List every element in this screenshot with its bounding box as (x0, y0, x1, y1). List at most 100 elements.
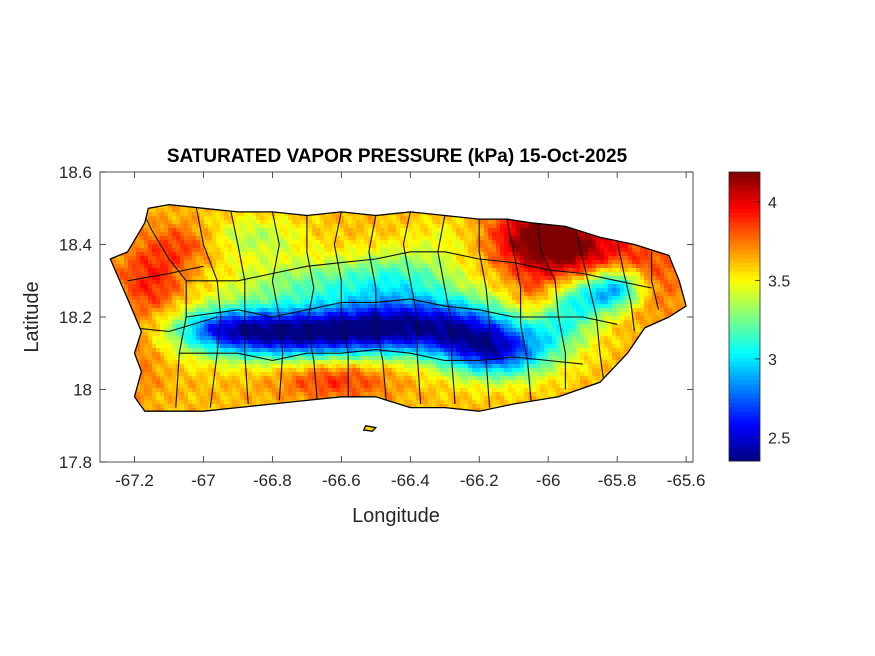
heatmap-cell (316, 276, 321, 281)
heatmap-cell (168, 264, 173, 269)
heatmap-cell (288, 252, 293, 257)
heatmap-cell (368, 236, 373, 241)
heatmap-cell (276, 228, 281, 233)
heatmap-cell (168, 320, 173, 325)
heatmap-cell (268, 396, 273, 401)
heatmap-cell (228, 240, 233, 245)
heatmap-cell (140, 360, 145, 365)
heatmap-cell (348, 264, 353, 269)
heatmap-cell (296, 336, 301, 341)
heatmap-cell (352, 252, 357, 257)
heatmap-cell (180, 248, 185, 253)
heatmap-cell (184, 360, 189, 365)
heatmap-cell (264, 376, 269, 381)
heatmap-cell (312, 324, 317, 329)
heatmap-cell (164, 348, 169, 353)
heatmap-cell (188, 408, 193, 413)
heatmap-cell (164, 316, 169, 321)
heatmap-cell (180, 228, 185, 233)
heatmap-cell (332, 372, 337, 377)
heatmap-cell (360, 248, 365, 253)
heatmap-cell (188, 272, 193, 277)
heatmap-cell (248, 220, 253, 225)
heatmap-cell (268, 244, 273, 249)
heatmap-cell (188, 380, 193, 385)
heatmap-cell (240, 248, 245, 253)
heatmap-cell (256, 284, 261, 289)
heatmap-cell (352, 320, 357, 325)
heatmap-cell (340, 332, 345, 337)
heatmap-cell (304, 224, 309, 229)
heatmap-cell (192, 356, 197, 361)
heatmap-cell (272, 264, 277, 269)
heatmap-cell (228, 216, 233, 221)
heatmap-cell (284, 272, 289, 277)
heatmap-cell (156, 264, 161, 269)
heatmap-cell (164, 360, 169, 365)
heatmap-cell (140, 252, 145, 257)
heatmap-cell (168, 336, 173, 341)
heatmap-cell (320, 312, 325, 317)
heatmap-cell (228, 384, 233, 389)
heatmap-cell (180, 292, 185, 297)
heatmap-cell (236, 360, 241, 365)
heatmap-cell (320, 216, 325, 221)
heatmap-cell (124, 272, 129, 277)
heatmap-cell (232, 216, 237, 221)
heatmap-cell (336, 308, 341, 313)
heatmap-cell (220, 304, 225, 309)
heatmap-cell (344, 376, 349, 381)
heatmap-cell (164, 232, 169, 237)
heatmap-cell (144, 264, 149, 269)
heatmap-cell (232, 232, 237, 237)
heatmap-cell (176, 336, 181, 341)
heatmap-cell (352, 268, 357, 273)
heatmap-cell (140, 232, 145, 237)
heatmap-cell (272, 240, 277, 245)
heatmap-cell (148, 284, 153, 289)
heatmap-cell (300, 236, 305, 241)
heatmap-cell (300, 380, 305, 385)
heatmap-cell (196, 256, 201, 261)
heatmap-cell (264, 244, 269, 249)
heatmap-cell (184, 376, 189, 381)
heatmap-cell (316, 392, 321, 397)
heatmap-cell (168, 236, 173, 241)
heatmap-cell (296, 276, 301, 281)
heatmap-cell (144, 328, 149, 333)
heatmap-cell (236, 212, 241, 217)
heatmap-cell (248, 244, 253, 249)
heatmap-cell (308, 324, 313, 329)
heatmap-cell (352, 376, 357, 381)
heatmap-cell (368, 324, 373, 329)
heatmap-cell (188, 344, 193, 349)
heatmap-cell (348, 292, 353, 297)
heatmap-cell (260, 220, 265, 225)
heatmap-cell (256, 320, 261, 325)
heatmap-cell (280, 252, 285, 257)
heatmap-cell (184, 264, 189, 269)
heatmap-cell (340, 284, 345, 289)
heatmap-cell (188, 356, 193, 361)
heatmap-cell (276, 336, 281, 341)
heatmap-cell (300, 388, 305, 393)
heatmap-cell (260, 392, 265, 397)
heatmap-cell (140, 388, 145, 393)
heatmap-cell (284, 248, 289, 253)
heatmap-cell (136, 304, 141, 309)
heatmap-cell (284, 396, 289, 401)
heatmap-cell (164, 396, 169, 401)
heatmap-cell (324, 240, 329, 245)
heatmap-cell (248, 236, 253, 241)
heatmap-cell (152, 244, 157, 249)
heatmap-cell (304, 260, 309, 265)
heatmap-cell (252, 212, 257, 217)
heatmap-cell (172, 368, 177, 373)
heatmap-cell (140, 304, 145, 309)
heatmap-cell (152, 404, 157, 409)
heatmap-cell (300, 276, 305, 281)
heatmap-cell (292, 264, 297, 269)
heatmap-cell (144, 284, 149, 289)
heatmap-cell (348, 212, 353, 217)
heatmap-cell (356, 336, 361, 341)
